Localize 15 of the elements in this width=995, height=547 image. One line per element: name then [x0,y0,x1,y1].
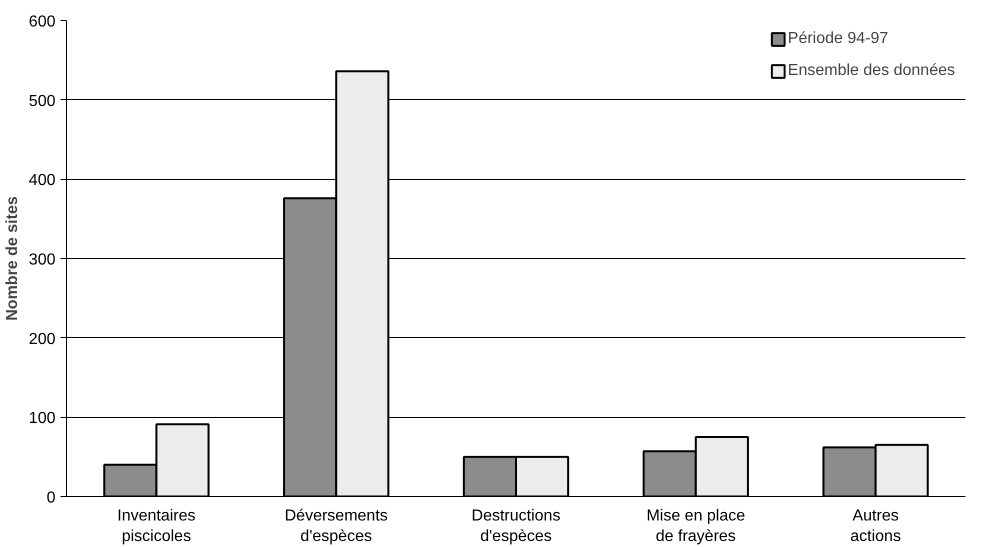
x-tick-label: Déversements d'espèces [284,508,388,545]
y-tick-label: 500 [28,92,56,110]
y-tick-label: 300 [28,252,56,268]
legend-label: Période 94-97 [788,30,888,48]
x-tick-label: Autres actions [850,508,901,545]
x-tick-label: Inventaires piscicoles [117,508,196,545]
x-tick-label: Mise en place de frayères [646,508,746,545]
y-tick-label: 600 [28,14,56,30]
y-tick-label: 400 [28,172,56,190]
y-tick-label: 200 [28,330,56,348]
y-axis-title: Nombre de sites [4,196,21,321]
y-tick-label: 100 [28,410,56,428]
x-tick-label: Destructions d'espèces [472,508,560,545]
y-tick-label: 0 [46,490,56,506]
legend-label: Ensemble des données [788,62,955,80]
